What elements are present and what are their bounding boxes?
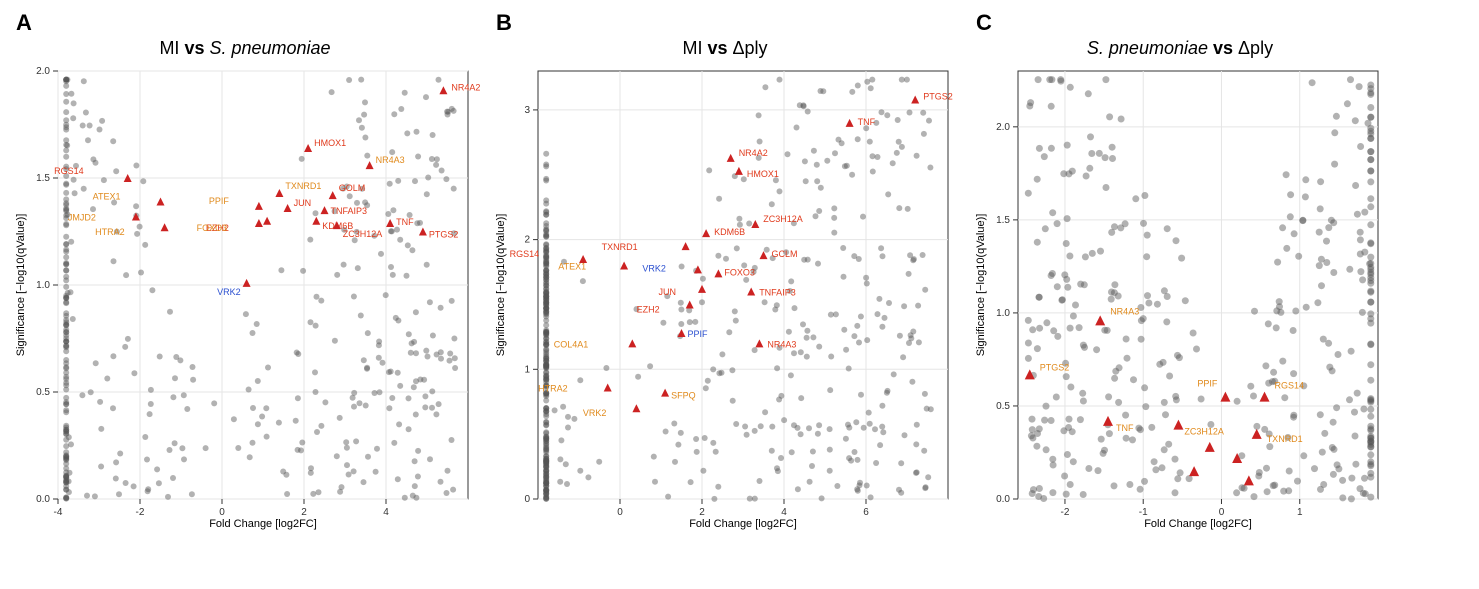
volcano-plot-A: NR4A2 HMOX1 NR4A3 RGS14 TXNRD1 GOLM ATEX1 PPIF J…: [10, 63, 480, 533]
svg-text:HMOX1: HMOX1: [747, 169, 779, 179]
svg-text:2: 2: [524, 235, 530, 246]
panel-title-C: S. pneumoniae vs Δply: [970, 38, 1390, 59]
svg-text:RGS14: RGS14: [54, 166, 84, 176]
svg-text:GCLM: GCLM: [772, 249, 798, 259]
svg-text:PTGS2: PTGS2: [429, 230, 459, 240]
svg-text:0: 0: [219, 507, 225, 518]
svg-text:Significance [−log10(qValue)]: Significance [−log10(qValue)]: [495, 214, 507, 357]
svg-text:6: 6: [863, 507, 869, 518]
svg-text:TXNRD1: TXNRD1: [602, 242, 638, 252]
svg-text:HTRA2: HTRA2: [95, 227, 125, 237]
svg-text:ZC3H12A: ZC3H12A: [1184, 427, 1224, 437]
svg-text:FOXO3: FOXO3: [724, 267, 755, 277]
svg-text:NR4A2: NR4A2: [739, 148, 768, 158]
svg-text:RGS14: RGS14: [1275, 381, 1305, 391]
svg-text:0: 0: [1219, 507, 1225, 518]
svg-text:TXNRD1: TXNRD1: [1267, 434, 1303, 444]
svg-text:FOXO3: FOXO3: [197, 223, 228, 233]
svg-text:PTGS2: PTGS2: [923, 92, 953, 102]
svg-text:COL4A1: COL4A1: [554, 339, 589, 349]
panel-label-A: A: [16, 10, 480, 36]
svg-text:HMOX1: HMOX1: [314, 138, 346, 148]
svg-text:TNF: TNF: [396, 217, 414, 227]
svg-text:NR4A2: NR4A2: [451, 82, 480, 92]
svg-text:1: 1: [524, 364, 530, 375]
panel-label-B: B: [496, 10, 960, 36]
svg-text:0.5: 0.5: [996, 401, 1010, 412]
svg-text:Fold Change [log2FC]: Fold Change [log2FC]: [1144, 518, 1252, 530]
svg-text:0.5: 0.5: [36, 387, 50, 398]
svg-text:GOLM: GOLM: [339, 183, 366, 193]
volcano-plot-C: NR4A3 PTGS2 PPIF RGS14 TNF ZC3H12A TXNRD1 -2 -1 0…: [970, 63, 1390, 533]
panel-title-A: MI vs S. pneumoniae: [10, 38, 480, 59]
svg-text:4: 4: [383, 507, 389, 518]
panel-label-C: C: [976, 10, 1390, 36]
svg-text:2.0: 2.0: [36, 66, 50, 77]
svg-text:PPIF: PPIF: [1197, 379, 1218, 389]
svg-text:Fold Change [log2FC]: Fold Change [log2FC]: [209, 518, 317, 530]
panel-C: C S. pneumoniae vs Δply NR4A3 PTGS2 PPIF RG…: [970, 10, 1390, 533]
svg-text:Significance [−log10(qValue)]: Significance [−log10(qValue)]: [15, 214, 27, 357]
svg-text:JUN: JUN: [659, 287, 677, 297]
svg-text:TNFAIP3: TNFAIP3: [759, 288, 796, 298]
svg-text:0.0: 0.0: [996, 494, 1010, 505]
svg-text:TNFAIP3: TNFAIP3: [331, 206, 368, 216]
svg-text:-1: -1: [1139, 507, 1148, 518]
svg-text:-2: -2: [136, 507, 145, 518]
svg-text:NR4A3: NR4A3: [1110, 306, 1139, 316]
svg-text:0.0: 0.0: [36, 494, 50, 505]
svg-text:TXNRD1: TXNRD1: [285, 181, 321, 191]
svg-text:TNF: TNF: [1116, 423, 1134, 433]
svg-text:PPIF: PPIF: [209, 196, 230, 206]
svg-text:ZC3H12A: ZC3H12A: [343, 229, 383, 239]
svg-text:KDM6B: KDM6B: [714, 227, 745, 237]
svg-text:PPIF: PPIF: [688, 329, 709, 339]
svg-text:1.5: 1.5: [996, 215, 1010, 226]
svg-text:-2: -2: [1061, 507, 1070, 518]
panel-A: A MI vs S. pneumoniae NR4A2 HMOX1 NR4A3 RGS…: [10, 10, 480, 533]
svg-text:Significance [−log10(qValue)]: Significance [−log10(qValue)]: [975, 214, 987, 357]
svg-text:2.0: 2.0: [996, 122, 1010, 133]
svg-text:3: 3: [524, 105, 530, 116]
svg-text:VRK2: VRK2: [217, 287, 241, 297]
svg-text:SFPQ: SFPQ: [671, 391, 696, 401]
svg-text:-4: -4: [54, 507, 63, 518]
svg-text:2: 2: [699, 507, 705, 518]
svg-text:2: 2: [301, 507, 307, 518]
svg-text:EZH2: EZH2: [637, 305, 660, 315]
svg-text:JMJD2: JMJD2: [68, 213, 96, 223]
panel-B: B MI vs Δply PTGS2 TNF NR4A2 HMOX1 ZC3H12A KD…: [490, 10, 960, 533]
panel-title-B: MI vs Δply: [490, 38, 960, 59]
svg-text:PTGS2: PTGS2: [1040, 362, 1070, 372]
svg-text:VRK2: VRK2: [642, 263, 666, 273]
svg-text:ZC3H12A: ZC3H12A: [763, 214, 803, 224]
svg-text:ATEX1: ATEX1: [558, 262, 586, 272]
svg-text:1: 1: [1297, 507, 1303, 518]
svg-text:JUN: JUN: [294, 198, 312, 208]
svg-text:NR4A3: NR4A3: [376, 155, 405, 165]
svg-text:1.0: 1.0: [996, 308, 1010, 319]
svg-text:1.0: 1.0: [36, 280, 50, 291]
svg-text:TNF: TNF: [858, 117, 876, 127]
svg-text:HTRA2: HTRA2: [538, 384, 568, 394]
svg-text:NR4A3: NR4A3: [767, 339, 796, 349]
svg-text:VRK2: VRK2: [583, 408, 607, 418]
svg-text:Fold Change [log2FC]: Fold Change [log2FC]: [689, 518, 797, 530]
svg-text:ATEX1: ATEX1: [93, 192, 121, 202]
svg-text:0: 0: [524, 494, 530, 505]
svg-text:RGS14: RGS14: [510, 249, 540, 259]
svg-text:1.5: 1.5: [36, 173, 50, 184]
svg-text:4: 4: [781, 507, 787, 518]
figure-row: A MI vs S. pneumoniae NR4A2 HMOX1 NR4A3 RGS…: [10, 10, 1469, 533]
volcano-plot-B: PTGS2 TNF NR4A2 HMOX1 ZC3H12A KDM6B TXNRD1 GCLM…: [490, 63, 960, 533]
svg-text:0: 0: [617, 507, 623, 518]
